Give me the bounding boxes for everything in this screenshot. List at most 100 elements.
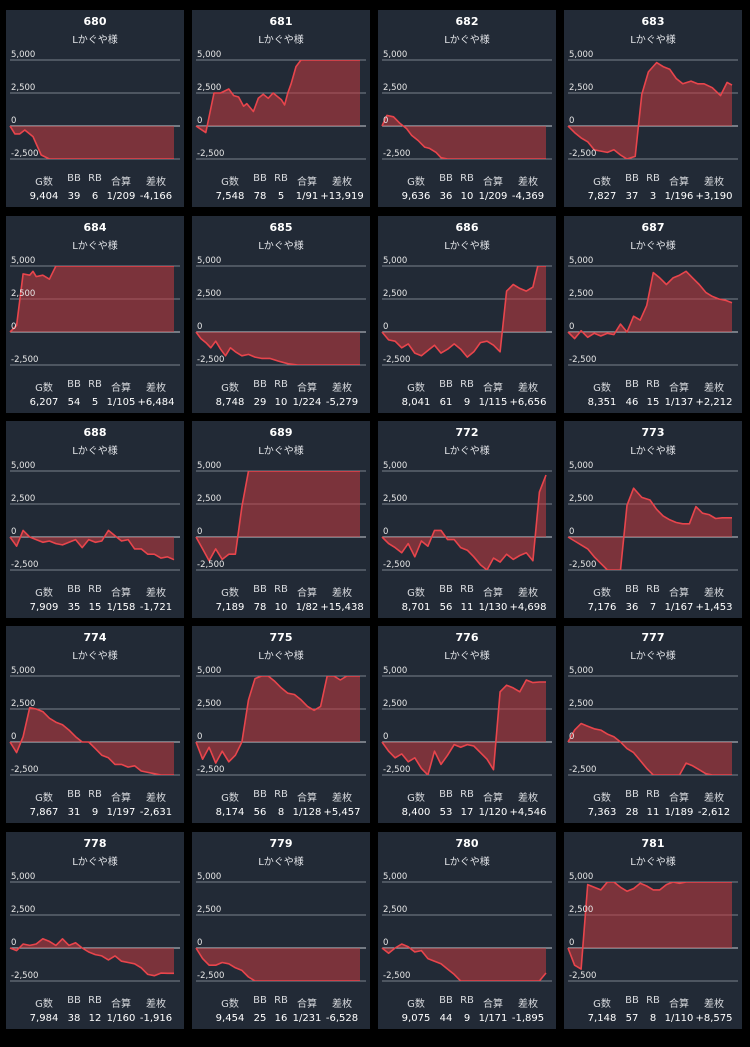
- machine-card-689[interactable]: 689 Lかぐや様 5,000 2,500 0 -2,500 G数 BB RB 合算 差枚 7,189…: [192, 421, 370, 618]
- y-tick-label: 0: [569, 527, 574, 537]
- stat-value-g: 7,548: [215, 191, 245, 202]
- stat-value-bb: 78: [253, 191, 267, 202]
- machine-card-686[interactable]: 686 Lかぐや様 5,000 2,500 0 -2,500 G数 BB RB 合算 差枚 8,041…: [378, 216, 556, 413]
- y-tick-label: 5,000: [11, 50, 35, 60]
- stat-label-bb: BB: [625, 789, 639, 800]
- stat-label-g: G数: [407, 177, 425, 188]
- machine-card-776[interactable]: 776 Lかぐや様 5,000 2,500 0 -2,500 G数 BB RB 合算 差枚 8,400…: [378, 626, 556, 823]
- machine-card-780[interactable]: 780 Lかぐや様 5,000 2,500 0 -2,500 G数 BB RB 合算 差枚 9,075…: [378, 832, 556, 1029]
- y-tick-label: 0: [383, 732, 388, 742]
- stat-value-g: 9,454: [215, 1013, 245, 1024]
- stat-label-g: G数: [407, 999, 425, 1010]
- coin-line: [9, 706, 174, 775]
- machine-card-775[interactable]: 775 Lかぐや様 5,000 2,500 0 -2,500 G数 BB RB 合算 差枚 8,174…: [192, 626, 370, 823]
- player-name: Lかぐや様: [72, 857, 118, 868]
- machine-card-779[interactable]: 779 Lかぐや様 5,000 2,500 0 -2,500 G数 BB RB 合算 差枚 9,454…: [192, 832, 370, 1029]
- player-name: Lかぐや様: [444, 651, 490, 662]
- machine-card-681[interactable]: 681 Lかぐや様 5,000 2,500 0 -2,500 G数 BB RB 合算 差枚 7,548…: [192, 10, 370, 207]
- coin-area: [568, 723, 732, 775]
- y-tick-label: 5,000: [569, 872, 593, 882]
- stat-label-g: G数: [221, 177, 239, 188]
- stat-value-g: 8,748: [215, 397, 245, 408]
- machine-number: 687: [641, 221, 665, 234]
- machine-card-781[interactable]: 781 Lかぐや様 5,000 2,500 0 -2,500 G数 BB RB 合算 差枚 7,148…: [564, 832, 742, 1029]
- stat-value-bb: 36: [625, 602, 639, 613]
- y-tick-label: 2,500: [11, 83, 35, 93]
- stat-value-rb: 10: [274, 602, 288, 613]
- player-name: Lかぐや様: [258, 35, 304, 46]
- stat-value-diff: -5,279: [325, 397, 359, 408]
- stat-label-total: 合算: [297, 999, 317, 1010]
- machine-card-680[interactable]: 680 Lかぐや様 5,000 2,500 0 -2,500 G数 BB RB 合算 差枚 9,404…: [6, 10, 184, 207]
- coin-difference-chart: 5,000 2,500 0 -2,500: [381, 256, 552, 366]
- stat-value-total: 1/130: [478, 602, 508, 613]
- stat-label-rb: RB: [274, 379, 288, 390]
- y-tick-label: 5,000: [383, 461, 407, 471]
- machine-card-774[interactable]: 774 Lかぐや様 5,000 2,500 0 -2,500 G数 BB RB 合算 差枚 7,867…: [6, 626, 184, 823]
- stat-label-diff: 差枚: [704, 999, 724, 1010]
- stat-label-g: G数: [35, 383, 53, 394]
- coin-line: [567, 61, 733, 159]
- player-name: Lかぐや様: [72, 241, 118, 252]
- stat-label-bb: BB: [439, 995, 453, 1006]
- stat-value-total: 1/158: [106, 602, 136, 613]
- stat-value-total: 1/196: [664, 191, 694, 202]
- stat-value-bb: 39: [67, 191, 81, 202]
- stat-value-rb: 11: [646, 807, 660, 818]
- player-name: Lかぐや様: [258, 857, 304, 868]
- stat-label-bb: BB: [439, 584, 453, 595]
- machine-number: 781: [641, 837, 665, 850]
- stat-label-diff: 差枚: [518, 793, 538, 804]
- machine-card-778[interactable]: 778 Lかぐや様 5,000 2,500 0 -2,500 G数 BB RB 合算 差枚 7,984…: [6, 832, 184, 1029]
- stat-label-rb: RB: [274, 173, 288, 184]
- stat-label-total: 合算: [111, 177, 131, 188]
- machine-card-687[interactable]: 687 Lかぐや様 5,000 2,500 0 -2,500 G数 BB RB 合算 差枚 8,351…: [564, 216, 742, 413]
- coin-difference-chart: 5,000 2,500 0 -2,500: [9, 50, 180, 160]
- stat-label-bb: BB: [625, 995, 639, 1006]
- stats-header: G数 BB RB 合算 差枚: [192, 789, 370, 804]
- machine-number: 773: [641, 426, 665, 439]
- stat-label-rb: RB: [460, 995, 474, 1006]
- stat-label-bb: BB: [625, 584, 639, 595]
- stat-value-bb: 56: [253, 807, 267, 818]
- stat-value-bb: 46: [625, 397, 639, 408]
- stat-label-diff: 差枚: [146, 383, 166, 394]
- coin-difference-chart: 5,000 2,500 0 -2,500: [381, 666, 552, 776]
- y-tick-label: 5,000: [11, 666, 35, 676]
- stat-label-rb: RB: [88, 995, 102, 1006]
- machine-card-683[interactable]: 683 Lかぐや様 5,000 2,500 0 -2,500 G数 BB RB 合算 差枚 7,827…: [564, 10, 742, 207]
- y-tick-label: 5,000: [11, 256, 35, 266]
- stat-value-total: 1/171: [478, 1013, 508, 1024]
- stat-value-total: 1/115: [478, 397, 508, 408]
- stat-value-diff: +1,453: [695, 602, 733, 613]
- coin-line: [381, 266, 546, 358]
- machine-card-777[interactable]: 777 Lかぐや様 5,000 2,500 0 -2,500 G数 BB RB 合算 差枚 7,363…: [564, 626, 742, 823]
- y-tick-label: -2,500: [383, 149, 410, 159]
- y-tick-label: 5,000: [569, 256, 593, 266]
- machine-number: 684: [83, 221, 107, 234]
- stat-value-diff: +15,438: [320, 602, 364, 613]
- stat-value-bb: 31: [67, 807, 81, 818]
- stat-label-g: G数: [407, 383, 425, 394]
- machine-card-773[interactable]: 773 Lかぐや様 5,000 2,500 0 -2,500 G数 BB RB 合算 差枚 7,176…: [564, 421, 742, 618]
- y-tick-label: 2,500: [569, 289, 593, 299]
- y-tick-label: 2,500: [569, 83, 593, 93]
- coin-area: [382, 944, 546, 981]
- machine-card-772[interactable]: 772 Lかぐや様 5,000 2,500 0 -2,500 G数 BB RB 合算 差枚 8,701…: [378, 421, 556, 618]
- stat-value-total: 1/197: [106, 807, 136, 818]
- machine-card-685[interactable]: 685 Lかぐや様 5,000 2,500 0 -2,500 G数 BB RB 合算 差枚 8,748…: [192, 216, 370, 413]
- stat-value-g: 8,351: [587, 397, 617, 408]
- machine-card-684[interactable]: 684 Lかぐや様 5,000 2,500 0 -2,500 G数 BB RB 合算 差枚 6,207…: [6, 216, 184, 413]
- stat-label-total: 合算: [483, 999, 503, 1010]
- stats-header: G数 BB RB 合算 差枚: [564, 995, 742, 1010]
- machine-card-682[interactable]: 682 Lかぐや様 5,000 2,500 0 -2,500 G数 BB RB 合算 差枚 9,636…: [378, 10, 556, 207]
- machine-card-688[interactable]: 688 Lかぐや様 5,000 2,500 0 -2,500 G数 BB RB 合算 差枚 7,909…: [6, 421, 184, 618]
- y-tick-label: 5,000: [11, 461, 35, 471]
- coin-difference-chart: 5,000 2,500 0 -2,500: [9, 872, 180, 982]
- y-tick-label: 0: [197, 527, 202, 537]
- stats-values: 9,404 39 6 1/209 -4,166: [6, 191, 184, 205]
- y-tick-label: 2,500: [383, 289, 407, 299]
- y-tick-label: 0: [197, 322, 202, 332]
- stat-value-rb: 3: [649, 191, 657, 202]
- stat-label-diff: 差枚: [146, 793, 166, 804]
